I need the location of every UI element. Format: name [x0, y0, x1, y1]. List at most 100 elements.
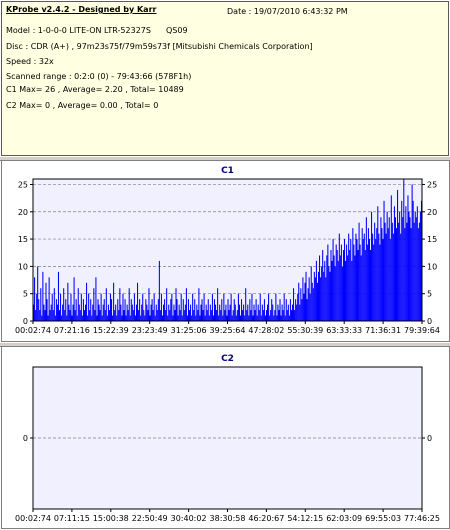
c1-bar	[129, 315, 131, 321]
c1-bar	[234, 304, 236, 321]
c1-bar	[322, 250, 324, 321]
c1-bar	[316, 282, 318, 321]
c1-bar	[74, 310, 76, 321]
c2-summary-line: C2 Max= 0 , Average= 0.00 , Total= 0	[6, 101, 159, 110]
c1-bar	[44, 310, 46, 321]
c1-bar	[243, 304, 245, 321]
c1-bar	[269, 315, 271, 321]
chart-title: C2	[221, 354, 234, 364]
c1-bar	[60, 293, 62, 321]
c1-bar	[153, 293, 155, 321]
c1-bar	[213, 299, 216, 321]
c1-bar	[85, 304, 87, 321]
c1-bar	[99, 310, 101, 321]
c1-bar	[299, 304, 301, 321]
c1-bar	[169, 310, 171, 321]
c1-bar	[232, 310, 234, 321]
c1-bar	[376, 228, 378, 321]
c1-bar	[102, 304, 104, 321]
c1-bar	[247, 304, 249, 321]
c1-bar	[405, 206, 407, 321]
c1-bar	[182, 299, 184, 321]
c1-bar	[211, 293, 213, 321]
c1-bar	[337, 260, 339, 321]
c1-bar	[41, 315, 43, 321]
c1-bar	[177, 315, 179, 321]
c1-bar	[332, 239, 334, 321]
c1-bar	[87, 315, 89, 321]
c1-bar	[78, 304, 80, 321]
c1-bar	[220, 310, 222, 321]
c1-bar	[163, 304, 165, 321]
c1-bar	[170, 299, 172, 321]
c1-bar	[398, 222, 400, 321]
c1-bar	[195, 315, 197, 321]
c1-bar	[166, 288, 168, 321]
c1-bar	[226, 315, 228, 321]
c1-bar	[276, 315, 278, 321]
c1-bar	[37, 266, 39, 321]
x-tick-label: 47:28:02	[248, 326, 284, 335]
x-tick-label: 00:02:74	[15, 514, 51, 523]
c1-bar	[159, 310, 161, 321]
c1-bar	[56, 304, 58, 321]
c1-bar	[381, 228, 383, 321]
c1-bar	[354, 255, 356, 321]
c1-bar	[131, 304, 133, 321]
c1-bar	[90, 299, 92, 321]
c1-bar	[142, 293, 144, 321]
c1-bar	[179, 310, 181, 321]
y-tick-label-left: 0	[23, 317, 28, 326]
c1-bar	[200, 304, 202, 321]
c1-bar	[186, 315, 188, 321]
c1-bar	[338, 233, 340, 321]
speed-line: Speed : 32x	[6, 57, 54, 66]
c1-bar	[36, 293, 38, 321]
c1-bar	[127, 310, 129, 321]
c1-bar	[227, 299, 229, 321]
y-tick-label-right: 0	[427, 317, 432, 326]
c1-bar	[305, 271, 307, 321]
c1-bar	[324, 260, 326, 321]
c2-chart: C2 0 0 00:02:74 07:11:15 15:00:38 22:50:49 30:4…	[15, 354, 440, 523]
c1-bar	[274, 310, 276, 321]
model-line: Model : 1-0-0-0 LITE-ON LTR-52327S QS09	[6, 26, 188, 36]
c1-bar	[101, 315, 103, 321]
c1-bar	[228, 310, 230, 321]
c1-bar	[82, 299, 84, 321]
c1-bar	[312, 288, 314, 321]
c1-bar	[419, 211, 421, 321]
c1-bar	[138, 310, 140, 321]
c1-bar	[141, 304, 143, 321]
c1-bar	[111, 299, 113, 321]
c1-bar	[112, 315, 114, 321]
x-tick-label: 00:02:74	[15, 326, 51, 335]
c1-bar	[130, 299, 132, 321]
c1-bar	[248, 315, 250, 321]
x-tick-label: 62:03:09	[326, 514, 362, 523]
c1-bar	[143, 310, 145, 321]
y-tick-label-right: 25	[427, 180, 437, 189]
c1-summary-line: C1 Max= 26 , Average= 2.20 , Total= 1048…	[6, 85, 184, 94]
c1-bar	[218, 315, 220, 321]
c1-bar	[187, 299, 190, 321]
c1-bar	[201, 299, 203, 321]
c1-bar	[395, 228, 398, 321]
c1-bar	[164, 299, 166, 321]
c1-bar	[158, 260, 160, 321]
c1-bar	[278, 310, 280, 321]
c1-bar	[365, 217, 367, 321]
c1-bar	[412, 200, 414, 321]
c1-bar	[66, 315, 68, 321]
c1-bar	[420, 200, 422, 321]
c1-bar	[315, 260, 317, 321]
c1-bar	[140, 315, 142, 321]
c1-bar	[385, 233, 387, 321]
c1-bar	[89, 310, 91, 321]
c1-bar	[125, 315, 127, 321]
c1-bar	[355, 233, 357, 321]
y-tick-label-right: 10	[427, 262, 437, 271]
c1-bar	[394, 217, 396, 321]
c1-bar	[367, 228, 369, 321]
c1-bar	[378, 233, 380, 321]
